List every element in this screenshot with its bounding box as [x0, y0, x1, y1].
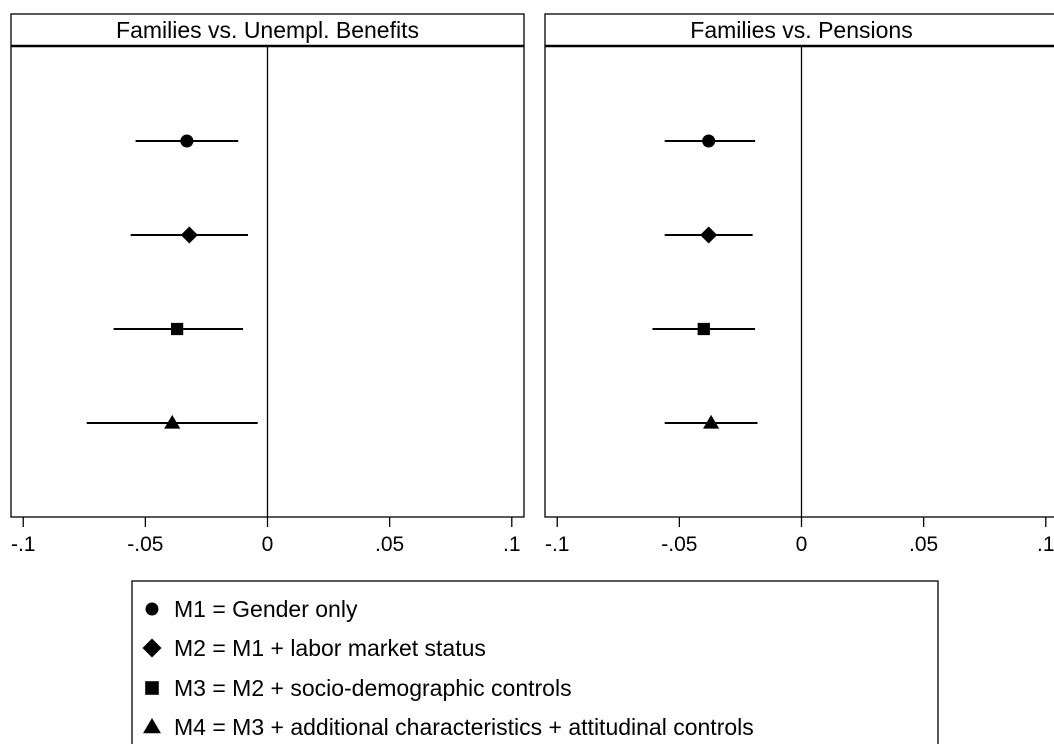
legend-circle-icon: [145, 602, 159, 616]
x-tick-label: -.05: [661, 533, 697, 556]
point-estimate-m2: [180, 226, 198, 244]
x-tick-label: -.1: [11, 533, 36, 556]
legend-entry-m3: M3 = M2 + socio-demographic controls: [174, 675, 572, 701]
panel-title: Families vs. Unempl. Benefits: [116, 17, 419, 43]
legend-entry-m4: M4 = M3 + additional characteristics + a…: [174, 714, 754, 740]
x-tick-label: -.1: [545, 533, 570, 556]
legend: M1 = Gender only M2 = M1 + labor market s…: [131, 580, 939, 744]
x-tick-label: 0: [796, 533, 808, 556]
point-estimate-m4: [703, 414, 720, 429]
panel-title: Families vs. Pensions: [690, 17, 912, 43]
legend-diamond-icon: [142, 638, 162, 658]
panel-1: Families vs. Unempl. Benefits -.1 -.05 0 .05…: [10, 13, 525, 556]
panel-2: Families vs. Pensions -.1 -.05 0 .05 .1: [544, 13, 1054, 556]
legend-box: [131, 580, 939, 744]
legend-triangle-icon: [143, 718, 161, 734]
point-estimate-m1: [180, 134, 194, 148]
legend-square-icon: [145, 681, 159, 695]
x-tick-label: .1: [503, 533, 521, 556]
point-estimate-m3: [697, 322, 710, 336]
point-estimate-m1: [702, 134, 716, 148]
x-tick-label: .05: [909, 533, 938, 556]
x-tick-label: .05: [375, 533, 404, 556]
legend-entry-m1: M1 = Gender only: [174, 596, 358, 622]
x-tick-label: .1: [1037, 533, 1054, 556]
point-estimate-m3: [170, 322, 184, 336]
panel-frame: [544, 13, 1054, 518]
point-estimate-m2: [700, 226, 718, 244]
point-estimate-m4: [164, 414, 181, 429]
legend-entry-m2: M2 = M1 + labor market status: [174, 635, 486, 661]
x-tick-label: 0: [262, 533, 274, 556]
x-tick-label: -.05: [127, 533, 163, 556]
